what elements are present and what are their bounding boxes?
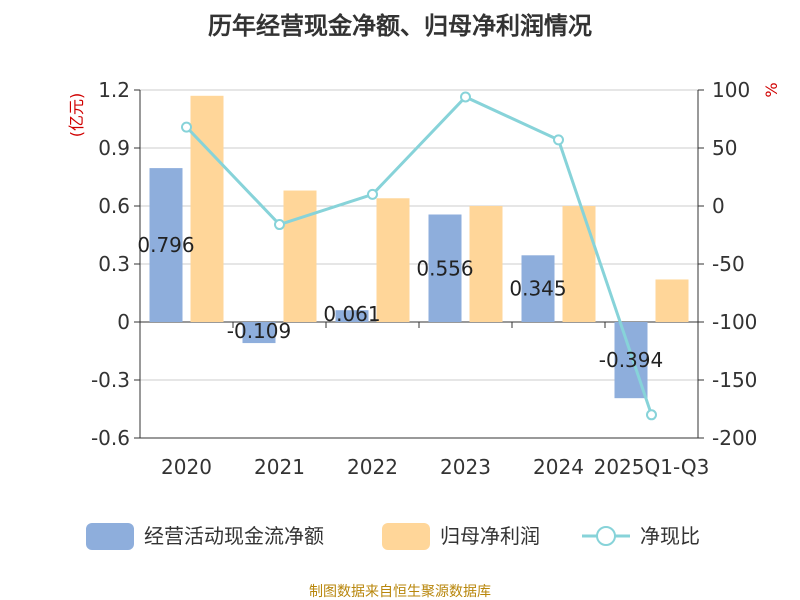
cashflow-data-label: -0.394 [599,348,663,372]
right-tick-label: -50 [712,252,745,276]
x-tick-label: 2020 [161,455,212,479]
legend-swatch-1 [382,523,430,550]
cashflow-data-label: 0.556 [416,256,473,280]
left-axis-unit: (亿元) [67,93,86,138]
ratio-point [181,121,192,133]
right-tick-label: 0 [712,194,725,218]
x-tick-label: 2021 [254,455,305,479]
legend-label-2: 净现比 [640,524,700,548]
legend-label-1: 归母净利润 [440,524,540,548]
ratio-point [553,134,564,146]
x-tick-label: 2023 [440,455,491,479]
net-profit-bar [376,198,410,322]
axes: 1.2 0.9 0.6 0.3 0 -0.3 -0.6 100 50 0 -50 -100 -150 -2… [91,78,757,479]
right-tick-label: -150 [712,368,757,392]
ratio-point [367,188,378,200]
legend-swatch-marker [596,526,616,546]
cashflow-bar [242,322,276,344]
left-tick-label: 1.2 [98,78,130,102]
left-tick-label: 0.6 [98,194,130,218]
cashflow-bar [149,168,183,322]
right-tick-label: -200 [712,426,757,450]
legend: 经营活动现金流净额 归母净利润 净现比 [86,523,700,550]
cashflow-data-label: 0.061 [323,302,380,326]
data-labels: 0.796 -0.109 0.061 0.556 0.345 -0.394 [137,233,663,372]
x-tick-label: 2025Q1-Q3 [594,455,710,479]
net-profit-bar [283,190,317,322]
chart-title: 历年经营现金净额、归母净利润情况 [208,12,592,40]
left-tick-label: -0.6 [91,426,130,450]
ratio-point [274,219,285,231]
cashflow-bar [428,214,462,322]
right-tick-label: 100 [712,78,750,102]
legend-label-0: 经营活动现金流净额 [144,524,324,548]
right-axis-unit: % [762,82,781,97]
cashflow-data-label: -0.109 [227,319,291,343]
source-note: 制图数据来自恒生聚源数据库 [309,584,491,600]
ratio-polyline [185,95,653,416]
left-tick-label: 0.9 [98,136,130,160]
ratio-point [646,409,657,421]
net-profit-bar [190,95,224,322]
x-tick-label: 2022 [347,455,398,479]
net-profit-bar [469,206,503,322]
left-tick-label: 0.3 [98,252,130,276]
left-tick-label: 0 [117,310,130,334]
cashflow-data-label: 0.345 [509,277,566,301]
left-tick-label: -0.3 [91,368,130,392]
ratio-point [460,91,471,103]
cashflow-bar [521,255,555,322]
x-tick-label: 2024 [533,455,584,479]
right-tick-label: 50 [712,136,737,160]
ratio-line [181,91,657,421]
net-profit-bar [655,279,689,322]
net-profit-bar [562,206,596,322]
cashflow-data-label: 0.796 [137,233,194,257]
cashflow-bar [335,310,369,322]
legend-swatch-0 [86,523,134,550]
right-tick-label: -100 [712,310,757,334]
